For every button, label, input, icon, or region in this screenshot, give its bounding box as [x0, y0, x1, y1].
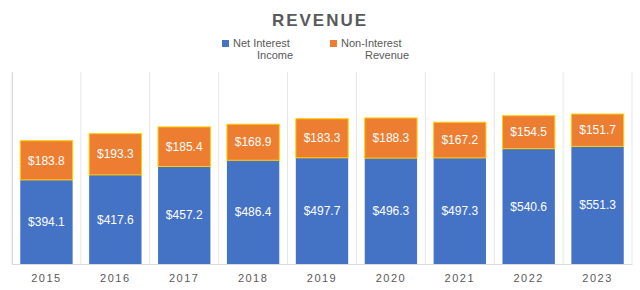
data-label: $183.8: [28, 154, 65, 168]
x-tick-label: 2021: [445, 272, 475, 284]
data-label: $551.3: [579, 198, 616, 212]
category-separator: [80, 72, 81, 264]
x-tick: 2018: [238, 264, 268, 284]
bar: [227, 160, 279, 264]
category-separator: [218, 72, 219, 264]
series-bars: [20, 114, 623, 180]
data-label: $394.1: [28, 215, 65, 229]
category-separator: [632, 72, 633, 264]
legend-swatch: [222, 40, 229, 47]
chart-svg: REVENUE $394.1 $417.6 $457.2 $486.4 $497.7 $49…: [0, 0, 640, 290]
bar: [502, 116, 554, 149]
bar: [20, 141, 72, 180]
x-axis: 2015 2016 2017 2018 2019 2020 2021 2022 2023: [13, 264, 633, 284]
legend-label: Non-InterestRevenue: [341, 37, 409, 61]
data-label: $497.7: [304, 204, 341, 218]
legend-item: Non-InterestRevenue: [330, 37, 409, 61]
legend-label-line: Non-Interest: [341, 37, 402, 49]
bar: [89, 134, 141, 175]
bar: [296, 158, 348, 264]
x-tick-label: 2019: [307, 272, 337, 284]
x-tick-label: 2016: [100, 272, 130, 284]
bar: [20, 180, 72, 264]
bar: [434, 158, 486, 264]
bar: [227, 124, 279, 160]
x-tick-label: 2017: [169, 272, 199, 284]
data-label: $168.9: [235, 135, 272, 149]
x-tick: 2015: [31, 264, 61, 284]
data-labels: $394.1 $417.6 $457.2 $486.4 $497.7 $496.3 $497…: [28, 123, 616, 229]
bar: [89, 175, 141, 264]
title: REVENUE: [272, 11, 368, 30]
data-label: $154.5: [510, 125, 547, 139]
category-separator: [12, 72, 13, 264]
x-tick: 2019: [307, 264, 337, 284]
grid: [12, 72, 632, 264]
data-label: $496.3: [373, 204, 410, 218]
x-tick: 2016: [100, 264, 130, 284]
bar: [158, 166, 210, 264]
x-tick-label: 2020: [376, 272, 406, 284]
category-separator: [494, 72, 495, 264]
legend-label-line: Revenue: [365, 49, 409, 61]
bar: [571, 146, 623, 264]
y-axis: [12, 73, 13, 265]
bar: [296, 119, 348, 158]
x-axis-line: [13, 264, 633, 265]
y-axis-line: [12, 73, 13, 265]
x-tick: 2021: [445, 264, 475, 284]
data-label: $151.7: [579, 123, 616, 137]
data-label: $188.3: [373, 131, 410, 145]
category-separator: [149, 72, 150, 264]
bar: [571, 114, 623, 146]
data-label: $167.2: [441, 133, 478, 147]
data-label: $497.3: [441, 204, 478, 218]
bars: [20, 114, 623, 264]
legend: Net InterestIncome Non-InterestRevenue: [222, 37, 409, 61]
data-label: $185.4: [166, 140, 203, 154]
x-tick-label: 2022: [513, 272, 543, 284]
x-tick-label: 2018: [238, 272, 268, 284]
legend-swatch: [330, 40, 337, 47]
legend-label-line: Net Interest: [233, 37, 290, 49]
category-separator: [287, 72, 288, 264]
x-tick-label: 2023: [582, 272, 612, 284]
data-label: $193.3: [97, 147, 134, 161]
chart-container: REVENUE $394.1 $417.6 $457.2 $486.4 $497.7 $49…: [0, 0, 640, 290]
bar: [365, 118, 417, 158]
data-label: $417.6: [97, 213, 134, 227]
x-tick: 2017: [169, 264, 199, 284]
category-separator: [563, 72, 564, 264]
legend-label: Net InterestIncome: [233, 37, 293, 61]
bar: [502, 149, 554, 264]
x-tick: 2023: [582, 264, 612, 284]
x-tick-label: 2015: [31, 272, 61, 284]
data-label: $457.2: [166, 208, 203, 222]
x-tick: 2020: [376, 264, 406, 284]
bar: [365, 158, 417, 264]
category-separator: [356, 72, 357, 264]
data-label: $183.3: [304, 131, 341, 145]
data-label: $540.6: [510, 200, 547, 214]
category-separator: [425, 72, 426, 264]
x-tick: 2022: [513, 264, 543, 284]
legend-label-line: Income: [257, 49, 293, 61]
bar: [158, 127, 210, 167]
data-label: $486.4: [235, 205, 272, 219]
legend-item: Net InterestIncome: [222, 37, 293, 61]
bar: [434, 122, 486, 158]
